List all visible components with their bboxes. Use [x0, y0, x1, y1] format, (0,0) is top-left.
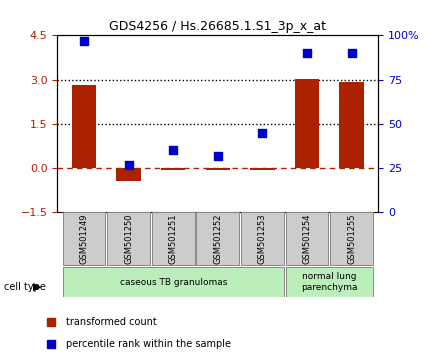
Bar [72, 85, 96, 168]
Bar [330, 212, 373, 265]
Bar [286, 212, 328, 265]
Text: GSM501252: GSM501252 [213, 213, 222, 264]
Point [348, 50, 355, 56]
Bar [205, 168, 230, 170]
Bar [107, 212, 150, 265]
Bar [62, 267, 284, 297]
Point [125, 162, 132, 167]
Text: GSM501254: GSM501254 [303, 213, 312, 264]
Bar [152, 212, 194, 265]
Text: GSM501255: GSM501255 [347, 213, 356, 264]
Bar [161, 168, 185, 170]
Text: transformed count: transformed count [66, 317, 157, 327]
Text: GSM501253: GSM501253 [258, 213, 267, 264]
Text: caseous TB granulomas: caseous TB granulomas [120, 278, 227, 287]
Bar [286, 267, 373, 297]
Point [170, 148, 177, 153]
Point [259, 130, 266, 136]
Bar [62, 212, 106, 265]
Text: normal lung
parenchyma: normal lung parenchyma [301, 272, 358, 292]
Title: GDS4256 / Hs.26685.1.S1_3p_x_at: GDS4256 / Hs.26685.1.S1_3p_x_at [109, 20, 326, 33]
Bar [241, 212, 284, 265]
Bar [116, 168, 141, 181]
Point [81, 38, 88, 44]
Text: GSM501250: GSM501250 [124, 213, 133, 264]
Text: GSM501249: GSM501249 [80, 213, 88, 264]
Bar [250, 168, 275, 170]
Text: percentile rank within the sample: percentile rank within the sample [66, 339, 231, 349]
Point [304, 50, 311, 56]
Text: GSM501251: GSM501251 [169, 213, 178, 264]
Text: cell type: cell type [4, 282, 46, 292]
Bar [196, 212, 239, 265]
Bar [295, 79, 319, 168]
Text: ▶: ▶ [33, 282, 42, 292]
Point [214, 153, 221, 159]
Bar [339, 82, 364, 168]
